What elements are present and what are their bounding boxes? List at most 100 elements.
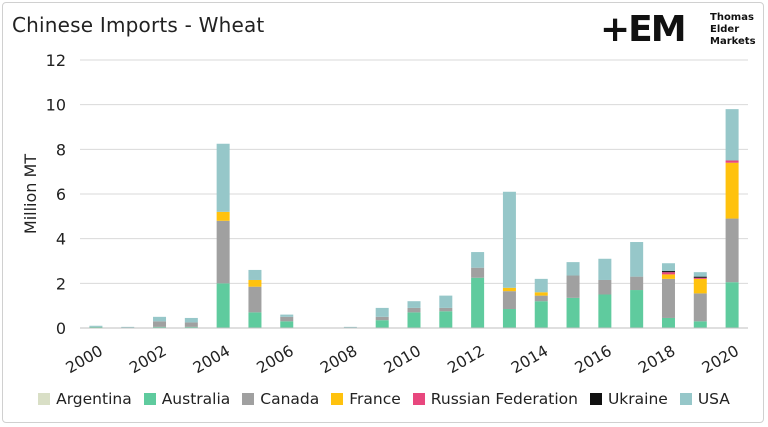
bar-segment bbox=[216, 283, 230, 328]
legend-swatch bbox=[143, 393, 156, 405]
bar-segment bbox=[153, 316, 167, 322]
y-tick-label: 8 bbox=[56, 140, 66, 159]
y-tick-label: 6 bbox=[56, 185, 66, 204]
legend-label: Canada bbox=[260, 390, 320, 408]
y-tick-label: 2 bbox=[56, 274, 66, 293]
bar-segment bbox=[725, 282, 739, 328]
bar-segment bbox=[184, 322, 198, 327]
bar-segment bbox=[502, 291, 516, 310]
bar-segment bbox=[407, 307, 421, 313]
chart-legend: Argentina Australia Canada France Russian Fe… bbox=[0, 390, 768, 408]
bar-segment bbox=[375, 307, 389, 317]
legend-swatch bbox=[412, 393, 425, 405]
bar-segment bbox=[375, 316, 389, 321]
bar-segment bbox=[407, 312, 421, 328]
bar-segment bbox=[280, 321, 294, 328]
bar-segment bbox=[725, 160, 739, 163]
legend-label: Ukraine bbox=[607, 390, 668, 408]
logo-line-3: Markets bbox=[710, 36, 756, 47]
bar-segment bbox=[661, 317, 675, 328]
bar-segment bbox=[630, 242, 644, 277]
y-tick-label: 4 bbox=[56, 230, 66, 249]
x-tick-label: 2014 bbox=[508, 342, 551, 377]
bar-segment bbox=[439, 307, 453, 312]
bar-segment bbox=[661, 274, 675, 279]
bar-segment bbox=[502, 309, 516, 328]
bar-segment bbox=[439, 295, 453, 308]
y-tick-label: 12 bbox=[46, 51, 66, 70]
x-tick-label: 2008 bbox=[317, 342, 360, 377]
bar-segment bbox=[153, 321, 167, 327]
y-tick-label: 10 bbox=[46, 96, 66, 115]
chart-title: Chinese Imports - Wheat bbox=[12, 13, 265, 37]
bar-segment bbox=[534, 301, 548, 328]
legend-item: Ukraine bbox=[589, 390, 668, 408]
legend-swatch bbox=[38, 393, 51, 405]
legend-item: Canada bbox=[242, 390, 319, 408]
chart-frame bbox=[2, 2, 764, 423]
bar-segment bbox=[630, 276, 644, 291]
bar-segment bbox=[248, 269, 262, 280]
legend-label: Russian Federation bbox=[430, 390, 578, 408]
bar-segment bbox=[471, 267, 485, 278]
bar-segment bbox=[534, 278, 548, 293]
legend-item: USA bbox=[679, 390, 730, 408]
bar-segment bbox=[566, 297, 580, 328]
x-tick-label: 2018 bbox=[635, 342, 678, 377]
bar-segment bbox=[598, 294, 612, 328]
bar-segment bbox=[661, 263, 675, 272]
x-tick-label: 2006 bbox=[254, 342, 297, 377]
x-tick-label: 2012 bbox=[444, 342, 487, 377]
legend-swatch bbox=[242, 393, 255, 405]
bar-segment bbox=[693, 293, 707, 322]
bar-segment bbox=[661, 271, 675, 273]
y-tick-label: 0 bbox=[56, 319, 66, 338]
bar-segment bbox=[216, 143, 230, 212]
bar-segment bbox=[407, 301, 421, 308]
legend-swatch bbox=[679, 393, 692, 405]
legend-item: Argentina bbox=[38, 390, 132, 408]
logo-line-2: Elder bbox=[710, 24, 740, 35]
x-tick-label: 2020 bbox=[699, 342, 742, 377]
bar-segment bbox=[725, 162, 739, 219]
legend-swatch bbox=[589, 393, 602, 405]
bar-segment bbox=[661, 278, 675, 318]
bar-segment bbox=[471, 252, 485, 268]
bar-segment bbox=[566, 275, 580, 298]
logo-text: Thomas Elder Markets bbox=[710, 12, 756, 48]
legend-item: France bbox=[331, 390, 401, 408]
legend-label: USA bbox=[697, 390, 730, 408]
bar-segment bbox=[534, 292, 548, 296]
logo-line-1: Thomas bbox=[710, 12, 754, 23]
bar-segment bbox=[693, 278, 707, 294]
bar-segment bbox=[502, 287, 516, 292]
bar-segment bbox=[89, 326, 103, 328]
bar-segment bbox=[248, 312, 262, 328]
logo-mark: +EM bbox=[600, 9, 687, 50]
bar-segment bbox=[661, 272, 675, 275]
bar-segment bbox=[725, 218, 739, 283]
bar-segment bbox=[216, 211, 230, 221]
legend-swatch bbox=[331, 393, 344, 405]
bar-segment bbox=[216, 220, 230, 284]
bar-segment bbox=[502, 191, 516, 288]
bar-segment bbox=[534, 295, 548, 302]
bar-segment bbox=[184, 326, 198, 328]
bar-segment bbox=[248, 286, 262, 313]
bar-segment bbox=[439, 311, 453, 328]
bar-segment bbox=[693, 277, 707, 279]
bar-segment bbox=[121, 326, 135, 328]
legend-item: Russian Federation bbox=[412, 390, 578, 408]
bar-segment bbox=[343, 326, 357, 328]
bar-segment bbox=[693, 321, 707, 328]
bar-segment bbox=[471, 277, 485, 328]
bar-segment bbox=[693, 272, 707, 277]
bar-segment bbox=[566, 262, 580, 276]
legend-item: Australia bbox=[143, 390, 231, 408]
x-tick-label: 2016 bbox=[572, 342, 615, 377]
bar-segment bbox=[693, 276, 707, 278]
x-tick-label: 2000 bbox=[63, 342, 106, 377]
bar-segment bbox=[598, 279, 612, 295]
legend-label: Australia bbox=[161, 390, 231, 408]
